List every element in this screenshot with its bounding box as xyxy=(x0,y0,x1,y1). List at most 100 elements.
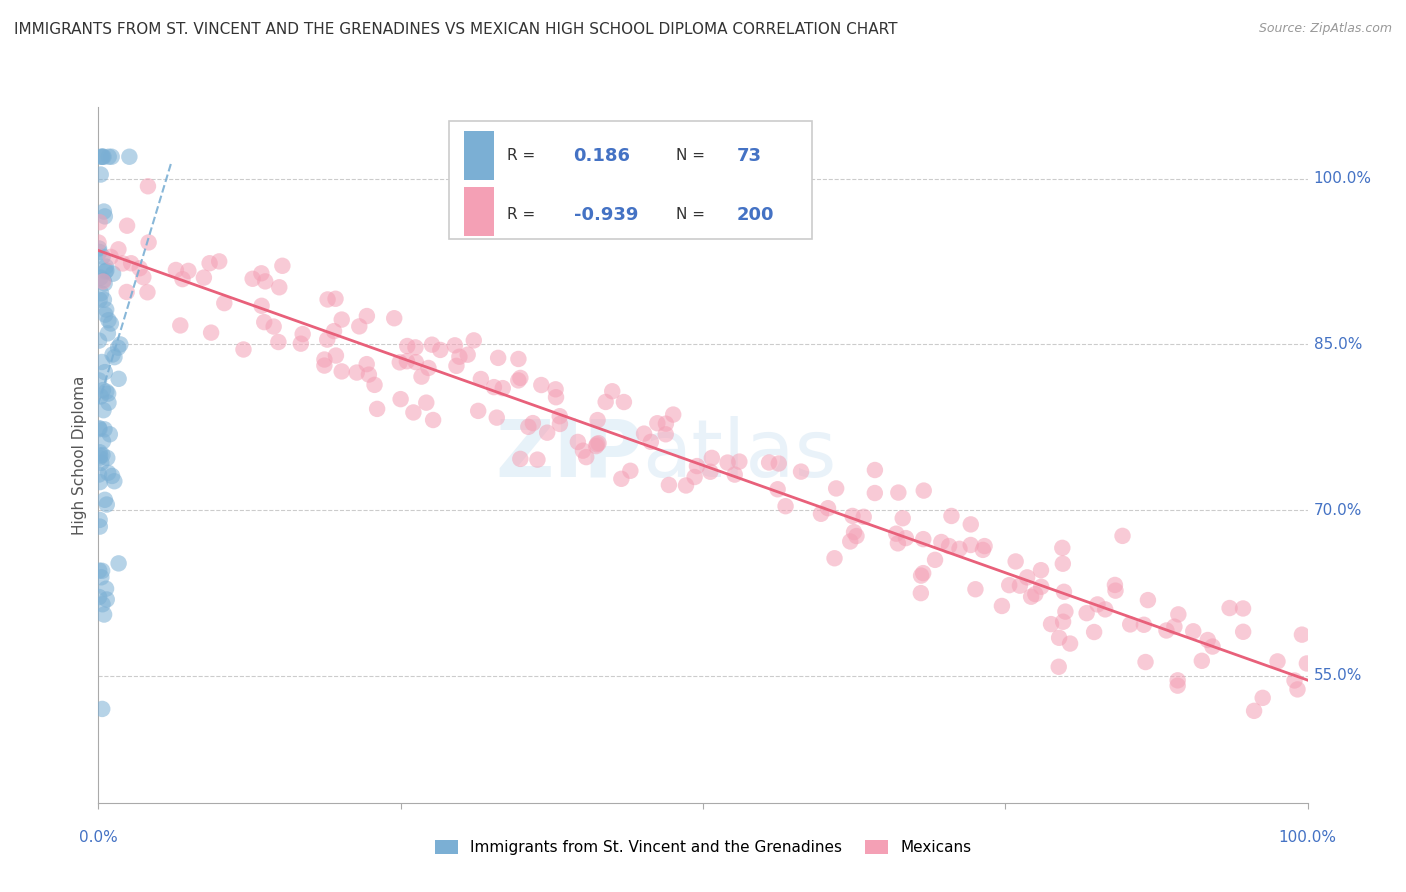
Point xyxy=(1201,640,1223,654)
Point xyxy=(136,179,159,194)
Point xyxy=(366,401,388,416)
Point xyxy=(87,590,110,604)
Point xyxy=(120,256,142,270)
Point xyxy=(891,511,914,525)
Point xyxy=(852,509,875,524)
Point xyxy=(655,417,678,431)
Point xyxy=(316,333,339,347)
Point xyxy=(938,539,960,553)
Point xyxy=(172,272,194,286)
Point xyxy=(991,599,1014,613)
Point xyxy=(89,519,111,533)
Point xyxy=(1059,636,1081,650)
Point xyxy=(912,483,935,498)
Point xyxy=(965,582,987,597)
Point xyxy=(508,373,530,387)
Point xyxy=(610,472,633,486)
Point xyxy=(415,395,437,409)
Point xyxy=(449,350,471,364)
Point xyxy=(250,299,273,313)
Point xyxy=(1087,598,1109,612)
Point xyxy=(526,452,548,467)
Point xyxy=(323,324,346,338)
Point xyxy=(214,296,236,310)
Point xyxy=(1040,617,1063,632)
Point xyxy=(89,450,111,465)
Point xyxy=(613,395,636,409)
Point xyxy=(91,150,114,164)
Point xyxy=(89,445,111,459)
Point xyxy=(572,443,595,458)
Point xyxy=(1163,620,1185,634)
Point xyxy=(111,256,134,270)
Point xyxy=(90,270,112,285)
Point xyxy=(87,334,110,348)
Point xyxy=(93,293,115,307)
Point xyxy=(97,150,120,164)
Point xyxy=(91,434,114,449)
Point xyxy=(825,482,848,496)
Point xyxy=(89,215,111,229)
Point xyxy=(508,351,530,366)
Point xyxy=(91,383,114,397)
Text: R =: R = xyxy=(508,148,536,163)
Point xyxy=(314,359,336,373)
Point xyxy=(87,373,110,387)
Point xyxy=(1029,563,1052,577)
Point xyxy=(699,465,721,479)
Point xyxy=(94,492,117,507)
Point xyxy=(1136,593,1159,607)
Point xyxy=(316,293,339,307)
Point xyxy=(96,302,118,317)
Point xyxy=(96,592,118,607)
Point xyxy=(1104,583,1126,598)
Point xyxy=(96,384,118,399)
Point xyxy=(89,564,111,578)
Point xyxy=(482,380,505,394)
Point xyxy=(1031,580,1053,594)
Text: N =: N = xyxy=(676,148,706,163)
Point xyxy=(103,350,125,364)
Point xyxy=(1076,606,1098,620)
Point xyxy=(790,465,813,479)
Point xyxy=(1135,655,1157,669)
Point xyxy=(96,450,118,465)
Point xyxy=(89,513,111,527)
Point xyxy=(973,539,995,553)
Point xyxy=(1232,601,1254,615)
Point xyxy=(103,474,125,488)
Point xyxy=(959,517,981,532)
Point xyxy=(138,235,160,250)
Text: 55.0%: 55.0% xyxy=(1313,668,1362,683)
Point xyxy=(522,416,544,430)
Point xyxy=(1243,704,1265,718)
FancyBboxPatch shape xyxy=(449,121,811,239)
Point xyxy=(89,293,111,307)
Point xyxy=(810,507,832,521)
Point xyxy=(90,456,112,470)
Point xyxy=(1119,617,1142,632)
Point xyxy=(91,564,114,578)
Point xyxy=(1291,627,1313,641)
Point xyxy=(389,392,412,406)
Point xyxy=(887,485,910,500)
Point xyxy=(619,464,641,478)
Point xyxy=(1286,682,1309,697)
Text: ZIP: ZIP xyxy=(495,416,643,494)
Point xyxy=(724,467,747,482)
Point xyxy=(1017,570,1039,584)
Point xyxy=(544,390,567,404)
Point xyxy=(586,413,609,427)
Point xyxy=(998,578,1021,592)
Point xyxy=(654,427,676,442)
Point xyxy=(1284,673,1306,688)
Point xyxy=(658,478,681,492)
Point xyxy=(314,352,336,367)
Point xyxy=(100,150,122,164)
Point xyxy=(89,475,111,489)
Point xyxy=(356,357,378,371)
Point xyxy=(1052,557,1074,571)
Point xyxy=(600,384,623,399)
Point xyxy=(93,277,115,291)
Point xyxy=(420,337,443,351)
